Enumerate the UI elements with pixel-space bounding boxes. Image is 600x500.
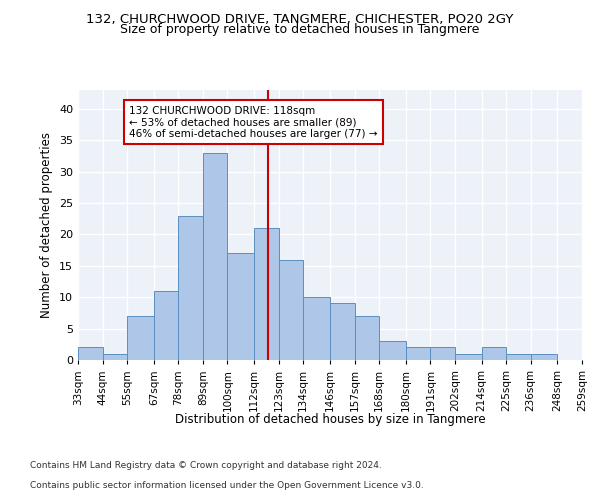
Text: Contains HM Land Registry data © Crown copyright and database right 2024.: Contains HM Land Registry data © Crown c… [30, 461, 382, 470]
Text: Contains public sector information licensed under the Open Government Licence v3: Contains public sector information licen… [30, 481, 424, 490]
Bar [127, 316, 154, 360]
Bar [430, 348, 455, 360]
Bar [482, 348, 506, 360]
Bar [227, 254, 254, 360]
Bar [406, 348, 430, 360]
Bar [379, 341, 406, 360]
Bar [531, 354, 557, 360]
Bar [330, 304, 355, 360]
Bar [455, 354, 482, 360]
Bar [203, 153, 227, 360]
Bar [78, 348, 103, 360]
Bar [178, 216, 203, 360]
Bar [506, 354, 531, 360]
Bar [279, 260, 303, 360]
Text: 132, CHURCHWOOD DRIVE, TANGMERE, CHICHESTER, PO20 2GY: 132, CHURCHWOOD DRIVE, TANGMERE, CHICHES… [86, 12, 514, 26]
Bar [303, 297, 330, 360]
Y-axis label: Number of detached properties: Number of detached properties [40, 132, 53, 318]
Bar [254, 228, 279, 360]
Text: 132 CHURCHWOOD DRIVE: 118sqm
← 53% of detached houses are smaller (89)
46% of se: 132 CHURCHWOOD DRIVE: 118sqm ← 53% of de… [129, 106, 378, 139]
Bar [154, 291, 178, 360]
Bar [103, 354, 127, 360]
Text: Distribution of detached houses by size in Tangmere: Distribution of detached houses by size … [175, 412, 485, 426]
Text: Size of property relative to detached houses in Tangmere: Size of property relative to detached ho… [121, 22, 479, 36]
Bar [355, 316, 379, 360]
